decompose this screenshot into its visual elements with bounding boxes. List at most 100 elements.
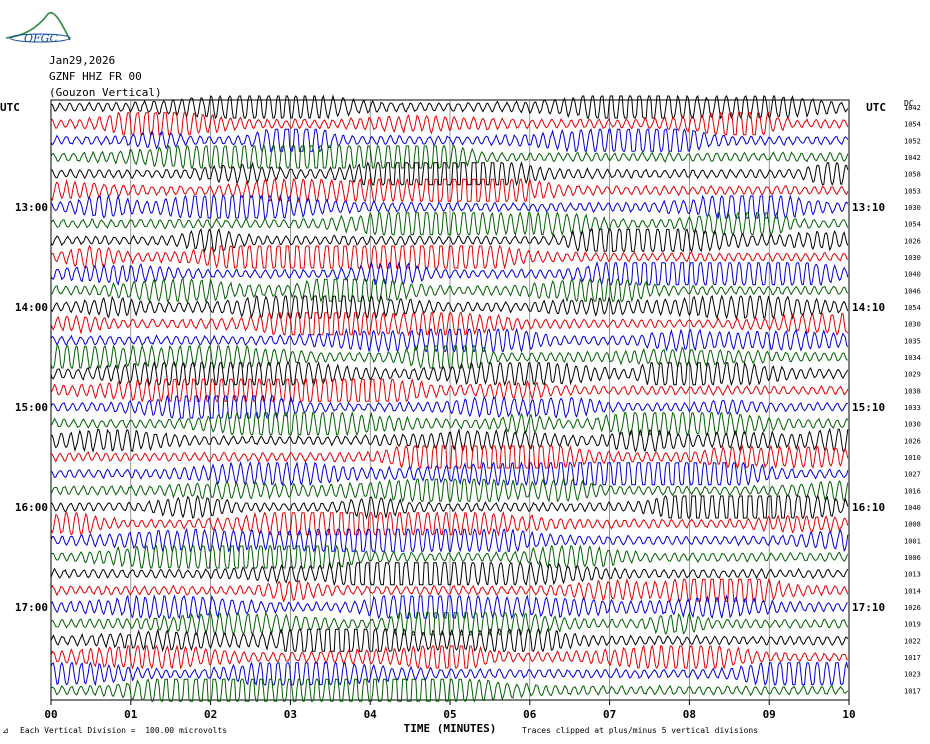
seismic-trace (50, 261, 849, 286)
dc-offset-label: 1030 (904, 421, 921, 429)
left-hour-label: 14:00 (15, 301, 48, 314)
seismic-trace (50, 544, 849, 570)
seismic-trace (50, 460, 849, 487)
x-tick-label: 03 (284, 708, 297, 721)
seismic-trace (50, 427, 849, 454)
header-station: GZNF HHZ FR 00 (49, 70, 142, 83)
dc-offset-label: 1058 (904, 171, 921, 179)
seismic-trace (50, 377, 849, 403)
dc-offset-label: 1013 (904, 571, 921, 579)
seismic-trace (50, 611, 849, 637)
seismic-trace (50, 577, 849, 603)
seismic-trace (50, 327, 849, 354)
seismic-trace (50, 360, 849, 387)
x-tick-label: 01 (124, 708, 138, 721)
dc-offset-label: 1053 (904, 187, 921, 195)
dc-offset-label: 1030 (904, 204, 921, 212)
dc-offset-label: 1052 (904, 137, 921, 145)
dc-offset-label: 1008 (904, 521, 921, 529)
x-tick-label: 09 (763, 708, 776, 721)
x-tick-label: 05 (443, 708, 456, 721)
left-hour-label: 16:00 (15, 501, 48, 514)
dc-offset-label: 1026 (904, 237, 921, 245)
x-tick-label: 06 (523, 708, 537, 721)
dc-offset-label: 1035 (904, 337, 921, 345)
seismic-trace (50, 160, 849, 187)
right-hour-label: 15:10 (852, 401, 885, 414)
seismic-trace (50, 394, 848, 419)
dc-offset-label: 1019 (904, 621, 921, 629)
seismic-trace (50, 527, 849, 553)
seismic-trace (50, 444, 849, 470)
seismic-trace (50, 294, 849, 320)
dc-offset-label: 1042 (904, 154, 921, 162)
dc-offset-label: 1030 (904, 254, 921, 262)
seismic-trace (50, 311, 849, 337)
dc-offset-label: 1014 (904, 587, 921, 595)
dc-offset-label: 1017 (904, 687, 921, 695)
right-hour-label: 16:10 (852, 501, 885, 514)
seismic-trace (50, 277, 849, 304)
seismic-trace (50, 678, 849, 703)
seismic-trace (50, 128, 849, 153)
seismic-trace (50, 594, 849, 620)
seismic-trace (50, 111, 849, 137)
dc-offset-label: 1046 (904, 287, 921, 295)
dc-offset-label: 1027 (904, 471, 921, 479)
x-tick-label: 07 (603, 708, 616, 721)
seismic-trace (50, 511, 849, 537)
dc-offset-label: 1054 (904, 221, 921, 229)
x-tick-label: 02 (204, 708, 217, 721)
seismic-trace (50, 244, 849, 270)
left-hour-label: 15:00 (15, 401, 48, 414)
vertical-division-note: Each Vertical Division = 100.00 microvol… (20, 726, 228, 735)
dc-offset-label: 1033 (904, 404, 921, 412)
dc-offset-label: 1029 (904, 371, 921, 379)
right-hour-label: 13:10 (852, 201, 885, 214)
seismic-trace (50, 344, 848, 370)
right-hour-label: 17:10 (852, 601, 885, 614)
seismic-trace (50, 94, 849, 120)
seismic-trace (50, 144, 849, 170)
header-date: Jan29,2026 (49, 54, 116, 67)
x-tick-label: 04 (364, 708, 378, 721)
left-hour-label: 13:00 (15, 201, 48, 214)
dc-offset-label: 1026 (904, 437, 921, 445)
seismic-trace (50, 410, 849, 437)
footer-marker-icon: ⊿ (2, 726, 9, 735)
left-hour-label: 17:00 (15, 601, 48, 614)
seismic-trace (50, 644, 849, 670)
dc-offset-label: 1054 (904, 121, 921, 129)
dc-offset-label: 1040 (904, 271, 921, 279)
seismic-trace (50, 560, 849, 587)
seismic-trace (50, 194, 849, 220)
seismic-trace (50, 177, 849, 204)
x-tick-label: 10 (842, 708, 855, 721)
dc-offset-label: 1001 (904, 537, 921, 545)
dc-offset-label: 1054 (904, 304, 921, 312)
dc-offset-label: 1034 (904, 354, 921, 362)
seismic-trace (50, 627, 849, 653)
header-location: (Gouzon Vertical) (49, 86, 162, 99)
dc-offset-label: 1023 (904, 671, 921, 679)
right-utc-label: UTC (866, 101, 886, 114)
dc-offset-label: 1038 (904, 387, 921, 395)
right-hour-label: 14:10 (852, 301, 885, 314)
logo-text: OFGC (24, 32, 58, 44)
dc-offset-label: 1030 (904, 321, 921, 329)
ofgc-logo: OFGC (5, 11, 71, 44)
seismic-trace (50, 477, 849, 503)
dc-offset-label: 1016 (904, 487, 921, 495)
dc-offset-label: 1017 (904, 654, 921, 662)
x-axis-label: TIME (MINUTES) (404, 722, 497, 735)
dc-offset-label: 1026 (904, 604, 921, 612)
seismic-trace (50, 227, 849, 254)
dc-label: DC (904, 99, 914, 108)
clip-note: Traces clipped at plus/minus 5 vertical … (522, 726, 759, 735)
dc-offset-label: 1010 (904, 454, 921, 462)
left-utc-label: UTC (0, 101, 20, 114)
dc-offset-label: 1042 (904, 104, 921, 112)
seismic-trace (50, 494, 849, 520)
dc-offset-label: 1040 (904, 504, 921, 512)
